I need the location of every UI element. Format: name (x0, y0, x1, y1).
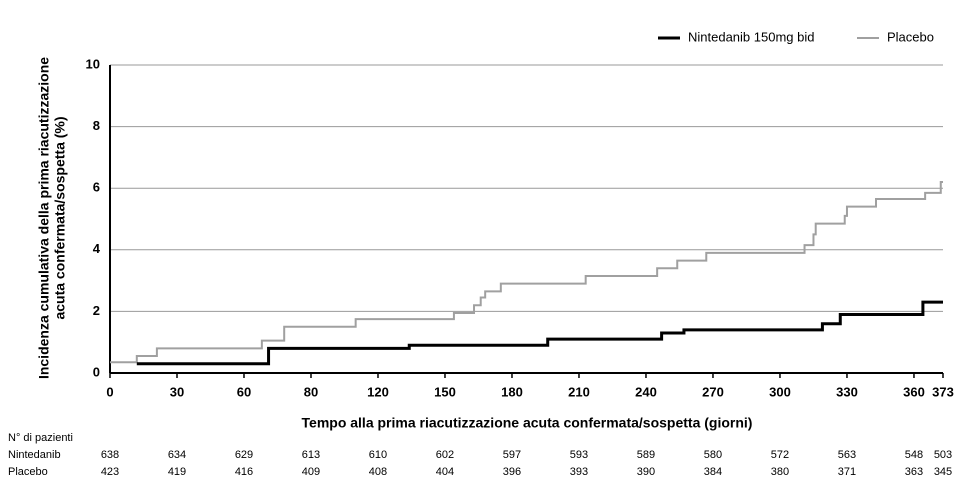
x-tick-label: 300 (769, 384, 791, 399)
risk-value: 593 (570, 449, 588, 461)
y-tick-label: 4 (93, 241, 101, 256)
y-tick-label: 2 (93, 303, 100, 318)
x-tick-label: 330 (836, 384, 858, 399)
x-tick-label: 80 (304, 384, 318, 399)
risk-row-label: Placebo (8, 466, 48, 478)
y-tick-label: 6 (93, 180, 100, 195)
x-tick-label: 30 (170, 384, 184, 399)
x-tick-label: 150 (434, 384, 456, 399)
risk-value: 363 (905, 466, 923, 478)
risk-value: 610 (369, 449, 387, 461)
risk-value: 393 (570, 466, 588, 478)
series-line (110, 181, 943, 364)
risk-value: 613 (302, 449, 320, 461)
x-tick-label: 60 (237, 384, 251, 399)
risk-value: 423 (101, 466, 119, 478)
x-tick-label: 360 (903, 384, 925, 399)
risk-value: 548 (905, 449, 923, 461)
risk-value: 629 (235, 449, 253, 461)
y-tick-label: 10 (86, 56, 100, 71)
risk-value: 419 (168, 466, 186, 478)
x-tick-label: 180 (501, 384, 523, 399)
x-axis-label: Tempo alla prima riacutizzazione acuta c… (302, 415, 753, 431)
risk-value: 409 (302, 466, 320, 478)
x-tick-label: 240 (635, 384, 657, 399)
legend-label: Nintedanib 150mg bid (688, 29, 814, 44)
risk-value: 380 (771, 466, 789, 478)
risk-row-label: Nintedanib (8, 449, 61, 461)
risk-value: 589 (637, 449, 655, 461)
risk-value: 345 (934, 466, 952, 478)
risk-value: 563 (838, 449, 856, 461)
x-tick-label: 0 (106, 384, 113, 399)
risk-value: 408 (369, 466, 387, 478)
risk-value: 634 (168, 449, 186, 461)
x-tick-label: 120 (367, 384, 389, 399)
risk-table-title: N° di pazienti (8, 432, 73, 444)
y-tick-label: 0 (93, 364, 100, 379)
x-tick-label: 373 (932, 384, 954, 399)
risk-value: 572 (771, 449, 789, 461)
risk-value: 404 (436, 466, 454, 478)
legend-label: Placebo (887, 29, 934, 44)
y-axis-label: Incidenza cumulativa della prima riacuti… (36, 57, 52, 379)
risk-value: 503 (934, 449, 952, 461)
series-line (136, 300, 943, 366)
risk-value: 371 (838, 466, 856, 478)
x-tick-label: 210 (568, 384, 590, 399)
risk-value: 602 (436, 449, 454, 461)
x-tick-label: 270 (702, 384, 724, 399)
risk-value: 597 (503, 449, 521, 461)
risk-value: 396 (503, 466, 521, 478)
risk-value: 390 (637, 466, 655, 478)
risk-value: 580 (704, 449, 722, 461)
risk-value: 416 (235, 466, 253, 478)
risk-value: 384 (704, 466, 722, 478)
risk-value: 638 (101, 449, 119, 461)
y-tick-label: 8 (93, 118, 100, 133)
y-axis-label: acuta confermata/sospetta (%) (52, 116, 68, 319)
